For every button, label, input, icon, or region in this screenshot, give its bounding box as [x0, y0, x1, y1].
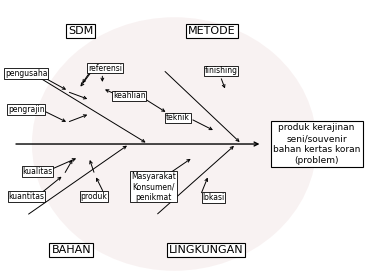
- Text: finishing: finishing: [205, 66, 238, 75]
- Text: BAHAN: BAHAN: [51, 245, 91, 255]
- Text: SDM: SDM: [68, 26, 93, 36]
- Text: lokasi: lokasi: [202, 193, 225, 202]
- Ellipse shape: [32, 17, 317, 271]
- Text: LINGKUNGAN: LINGKUNGAN: [169, 245, 243, 255]
- Text: pengusaha: pengusaha: [5, 69, 48, 78]
- Text: teknik: teknik: [166, 113, 190, 122]
- Text: produk: produk: [80, 192, 107, 201]
- Text: produk kerajinan
seni/souvenir
bahan kertas koran
(problem): produk kerajinan seni/souvenir bahan ker…: [273, 123, 360, 165]
- Text: referensi: referensi: [88, 64, 122, 73]
- Text: kualitas: kualitas: [22, 167, 53, 176]
- Text: kuantitas: kuantitas: [8, 192, 44, 201]
- Text: keahlian: keahlian: [113, 91, 146, 100]
- Text: pengrajin: pengrajin: [8, 105, 45, 114]
- Text: Masyarakat
Konsumen/
penikmat: Masyarakat Konsumen/ penikmat: [131, 172, 176, 202]
- Text: METODE: METODE: [188, 26, 235, 36]
